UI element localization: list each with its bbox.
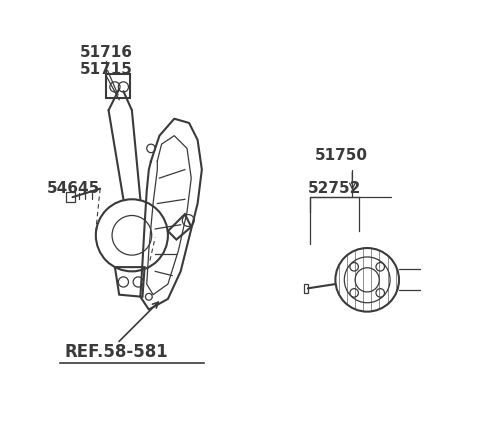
Text: 54645: 54645 <box>47 181 100 196</box>
Text: 52752: 52752 <box>308 181 361 196</box>
Text: 51750: 51750 <box>315 148 368 163</box>
Text: 51716
51715: 51716 51715 <box>80 45 133 77</box>
Text: REF.58-581: REF.58-581 <box>64 343 168 361</box>
